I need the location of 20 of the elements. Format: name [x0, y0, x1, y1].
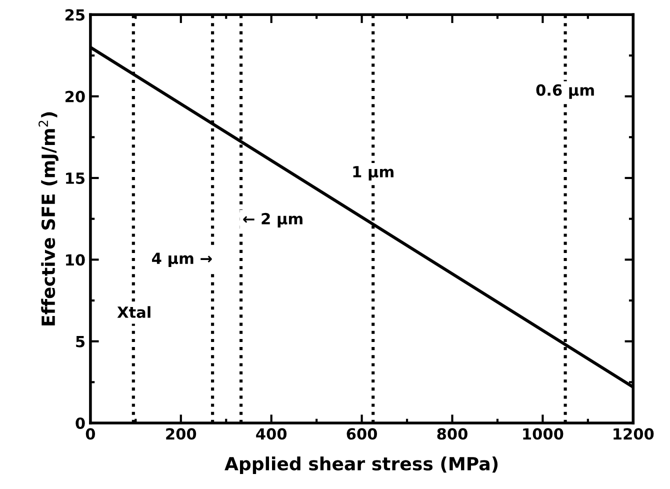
annotation: 1 μm: [353, 166, 394, 180]
annotation: 0.6 μm: [536, 84, 594, 99]
annotation: Xtal: [117, 306, 150, 318]
x-tick-label: 0: [86, 428, 96, 440]
y-tick-label: 20: [66, 90, 85, 102]
y-tick-label: 15: [66, 172, 85, 184]
y-tick-label: 10: [66, 254, 85, 266]
x-tick-label: 1000: [523, 428, 564, 440]
y-tick-label: 5: [76, 336, 85, 348]
annotation: ← 2 μm: [243, 212, 302, 228]
x-tick-label: 800: [437, 428, 468, 440]
x-tick-label: 1200: [614, 428, 654, 440]
x-tick-label: 400: [256, 428, 287, 440]
x-tick-label: 600: [346, 428, 378, 440]
x-axis-title: Applied shear stress (MPa): [224, 456, 498, 474]
x-tick-label: 200: [166, 428, 196, 440]
y-tick-label: 25: [66, 9, 85, 21]
y-axis-title: Effective SFE (mJ/m$^{2}$): [38, 112, 58, 326]
annotation: 4 μm →: [152, 252, 212, 268]
y-tick-label: 0: [76, 417, 85, 430]
